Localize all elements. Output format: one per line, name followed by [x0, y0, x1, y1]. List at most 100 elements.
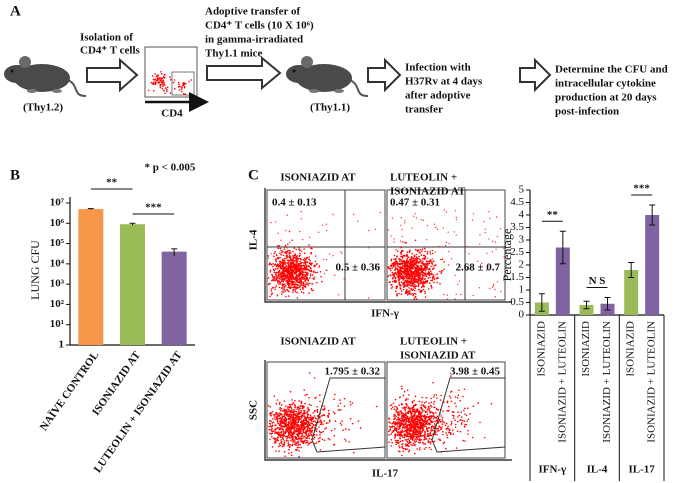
event-dot — [277, 280, 280, 283]
event-dot — [412, 261, 415, 263]
event-dot — [414, 408, 416, 411]
event-dot — [291, 271, 294, 274]
event-dot — [309, 260, 311, 262]
event-dot — [349, 418, 352, 420]
event-dot — [425, 401, 427, 403]
event-dot — [357, 420, 360, 422]
event-dot — [277, 431, 280, 433]
event-dot — [285, 409, 288, 411]
event-dot — [429, 404, 432, 407]
event-dot — [288, 273, 291, 276]
event-dot — [283, 288, 286, 291]
event-dot — [278, 450, 280, 452]
event-dot — [291, 239, 293, 241]
event-dot — [398, 396, 401, 399]
event-dot — [291, 403, 294, 406]
event-dot — [414, 428, 417, 430]
event-dot — [269, 295, 271, 298]
axis-label: CD4 — [161, 108, 183, 120]
event-dot — [413, 424, 416, 427]
event-dot — [421, 274, 424, 276]
event-dot — [416, 278, 419, 281]
event-dot — [445, 428, 448, 431]
event-dot — [456, 397, 459, 399]
event-dot — [289, 287, 292, 290]
event-dot — [430, 426, 433, 428]
event-dot — [339, 422, 342, 425]
event-dot — [395, 280, 398, 283]
event-dot — [305, 282, 308, 284]
event-dot — [275, 450, 277, 452]
event-dot — [433, 223, 436, 225]
event-dot — [420, 286, 423, 289]
event-dot — [425, 446, 427, 449]
event-dot — [424, 255, 427, 258]
event-dot — [393, 238, 395, 240]
event-dot — [404, 408, 406, 411]
event-dot — [323, 439, 326, 442]
event-dot — [169, 76, 171, 78]
event-dot — [296, 448, 298, 451]
event-dot — [424, 256, 426, 259]
event-dot — [415, 256, 418, 259]
event-dot — [421, 272, 424, 274]
event-dot — [303, 264, 305, 267]
event-dot — [308, 258, 310, 261]
event-dot — [401, 414, 404, 416]
event-dot — [293, 432, 296, 434]
event-dot — [410, 435, 413, 438]
event-dot — [306, 440, 309, 442]
event-dot — [411, 252, 414, 255]
event-dot — [462, 439, 464, 442]
event-dot — [427, 427, 430, 429]
event-dot — [445, 432, 448, 434]
event-dot — [443, 268, 445, 270]
event-dot — [287, 444, 289, 447]
event-dot — [391, 271, 394, 274]
event-dot — [297, 423, 299, 426]
gate — [431, 377, 506, 453]
event-dot — [419, 407, 422, 409]
event-dot — [291, 433, 294, 435]
event-dot — [294, 413, 296, 415]
event-dot — [161, 81, 163, 84]
event-dot — [422, 404, 424, 406]
event-dot — [447, 231, 449, 233]
event-dot — [292, 286, 295, 289]
event-dot — [325, 223, 327, 225]
event-dot — [412, 284, 414, 286]
event-dot — [389, 426, 392, 429]
event-dot — [343, 278, 345, 280]
event-dot — [295, 421, 297, 424]
event-dot — [271, 276, 274, 278]
event-dot — [427, 441, 430, 444]
event-dot — [400, 284, 402, 287]
event-dot — [277, 245, 279, 247]
arrow — [86, 57, 139, 93]
event-dot — [399, 437, 401, 440]
event-dot — [271, 432, 274, 435]
event-dot — [445, 241, 447, 244]
event-dot — [407, 438, 410, 440]
event-dot — [401, 235, 403, 238]
event-dot — [439, 439, 442, 441]
group-label: IL-17 — [629, 464, 656, 476]
event-dot — [407, 423, 410, 426]
event-dot — [297, 419, 300, 422]
event-dot — [287, 280, 289, 282]
event-dot — [295, 264, 298, 267]
event-dot — [304, 280, 306, 282]
event-dot — [421, 419, 424, 422]
event-dot — [301, 275, 303, 278]
event-dot — [279, 424, 282, 427]
event-dot — [395, 248, 397, 251]
event-dot — [160, 71, 162, 73]
event-dot — [453, 415, 455, 417]
event-dot — [416, 426, 419, 429]
event-dot — [304, 402, 306, 405]
event-dot — [284, 422, 286, 425]
event-dot — [273, 416, 276, 418]
event-dot — [429, 276, 431, 279]
event-dot — [444, 244, 447, 247]
event-dot — [304, 283, 307, 286]
